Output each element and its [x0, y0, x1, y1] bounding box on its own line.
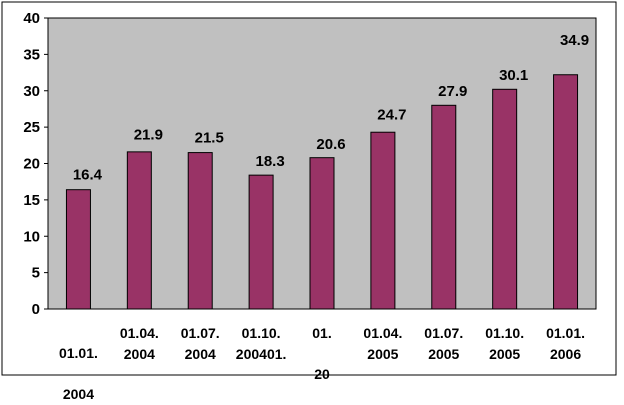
data-label: 27.9 [438, 83, 467, 100]
y-axis: 0 5 10 15 20 25 30 35 40 [23, 10, 49, 318]
bar [553, 74, 579, 310]
x-tick-label: 01.10. [485, 325, 524, 341]
bar [65, 189, 91, 310]
x-tick-label: 2004 [185, 346, 216, 362]
x-tick-label: 01.04. [120, 325, 159, 341]
x-tick-label: 2004 [63, 386, 94, 402]
bar [370, 131, 396, 310]
x-tick-label: 01.10. [242, 325, 281, 341]
data-label: 18.3 [256, 153, 285, 170]
data-label: 24.7 [377, 106, 406, 123]
bar [309, 157, 335, 310]
data-label: 16.4 [73, 167, 103, 184]
x-tick-label: 01.01. [59, 345, 98, 361]
x-tick-label: 2006 [550, 346, 581, 362]
y-tick-label: 20 [23, 156, 40, 173]
x-tick-label: 20 [314, 366, 330, 382]
bar [126, 151, 152, 310]
y-tick-label: 0 [32, 301, 40, 318]
bar [248, 174, 274, 310]
data-label: 30.1 [499, 67, 528, 84]
bar-series [65, 74, 579, 310]
x-tick-label: 01.07. [424, 325, 463, 341]
data-label: 34.9 [560, 32, 589, 49]
y-tick-label: 30 [23, 83, 40, 100]
data-label: 21.9 [134, 127, 163, 144]
x-tick-label: 01.07. [181, 325, 220, 341]
y-tick-label: 35 [23, 46, 40, 63]
x-tick-label: 200401. [236, 346, 287, 362]
x-tick-label: 2005 [489, 346, 520, 362]
y-tick-label: 15 [23, 192, 40, 209]
x-tick-label: 2004 [124, 346, 155, 362]
bar [187, 152, 213, 310]
bar [431, 104, 457, 310]
x-tick-label: 01.04. [363, 325, 402, 341]
x-tick-label: 2005 [367, 346, 398, 362]
x-axis: 01.01. 2004 01.04. 2004 01.07. 2004 01.10. 2004… [48, 308, 596, 402]
data-label: 20.6 [316, 136, 345, 153]
y-tick-label: 10 [23, 228, 40, 245]
data-label: 21.5 [195, 130, 224, 147]
bar [492, 88, 518, 310]
x-tick-label: 2005 [428, 346, 459, 362]
y-tick-label: 40 [23, 10, 40, 27]
data-labels: 16.4 21.9 21.5 18.3 20.6 24.7 27.9 30.1 34.9 [73, 32, 589, 184]
y-tick-label: 25 [23, 119, 40, 136]
y-tick-label: 5 [32, 265, 40, 282]
x-tick-label: 01. [312, 325, 331, 341]
x-tick-label: 01.01. [546, 325, 585, 341]
